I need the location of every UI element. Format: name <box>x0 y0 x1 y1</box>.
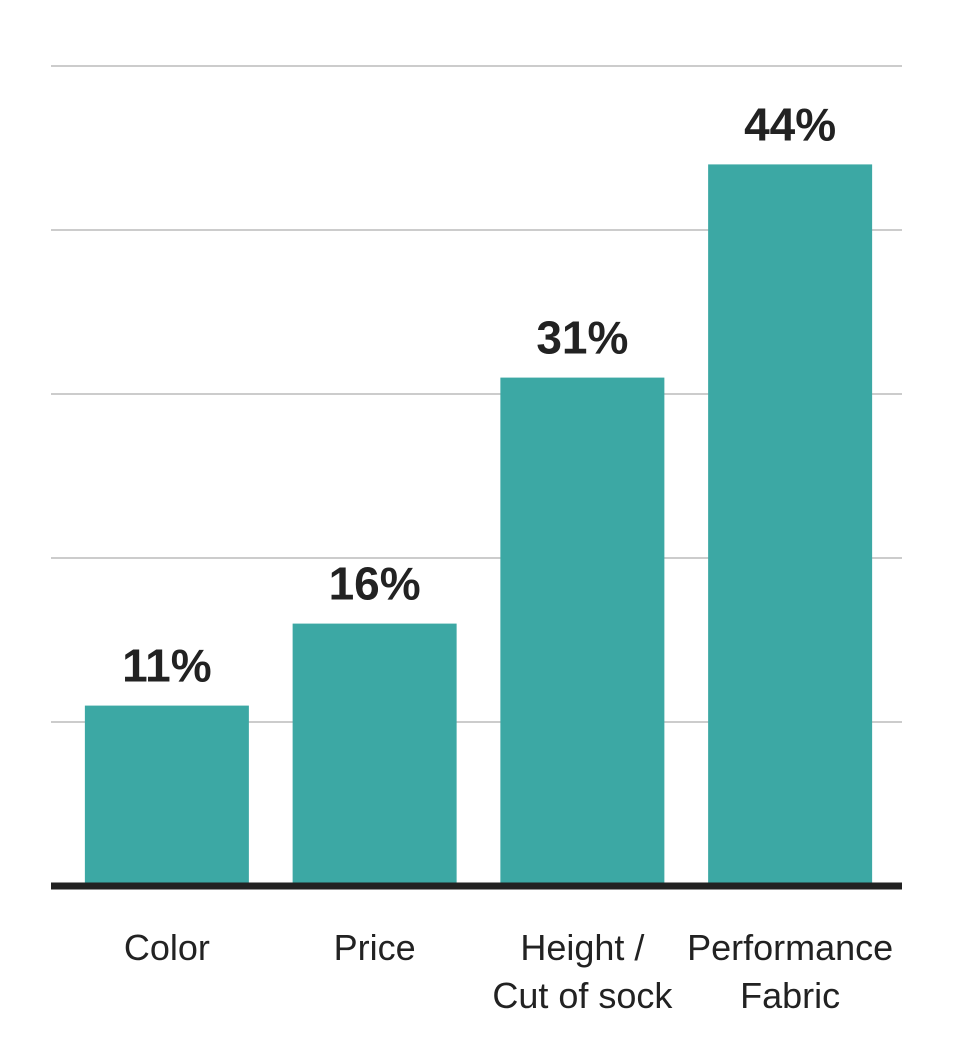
bar <box>84 705 249 886</box>
bar <box>500 377 665 886</box>
x-tick-label: Price <box>333 927 416 968</box>
value-label: 16% <box>329 558 421 610</box>
x-tick-label: Height / Cut of sock <box>492 927 673 1016</box>
bar <box>292 623 457 886</box>
value-label: 11% <box>122 640 212 692</box>
value-label: 31% <box>536 312 628 364</box>
bar <box>708 164 873 886</box>
x-tick-label: Performance Fabric <box>687 927 894 1016</box>
x-tick-label: Color <box>123 927 210 968</box>
value-label: 44% <box>744 98 836 150</box>
